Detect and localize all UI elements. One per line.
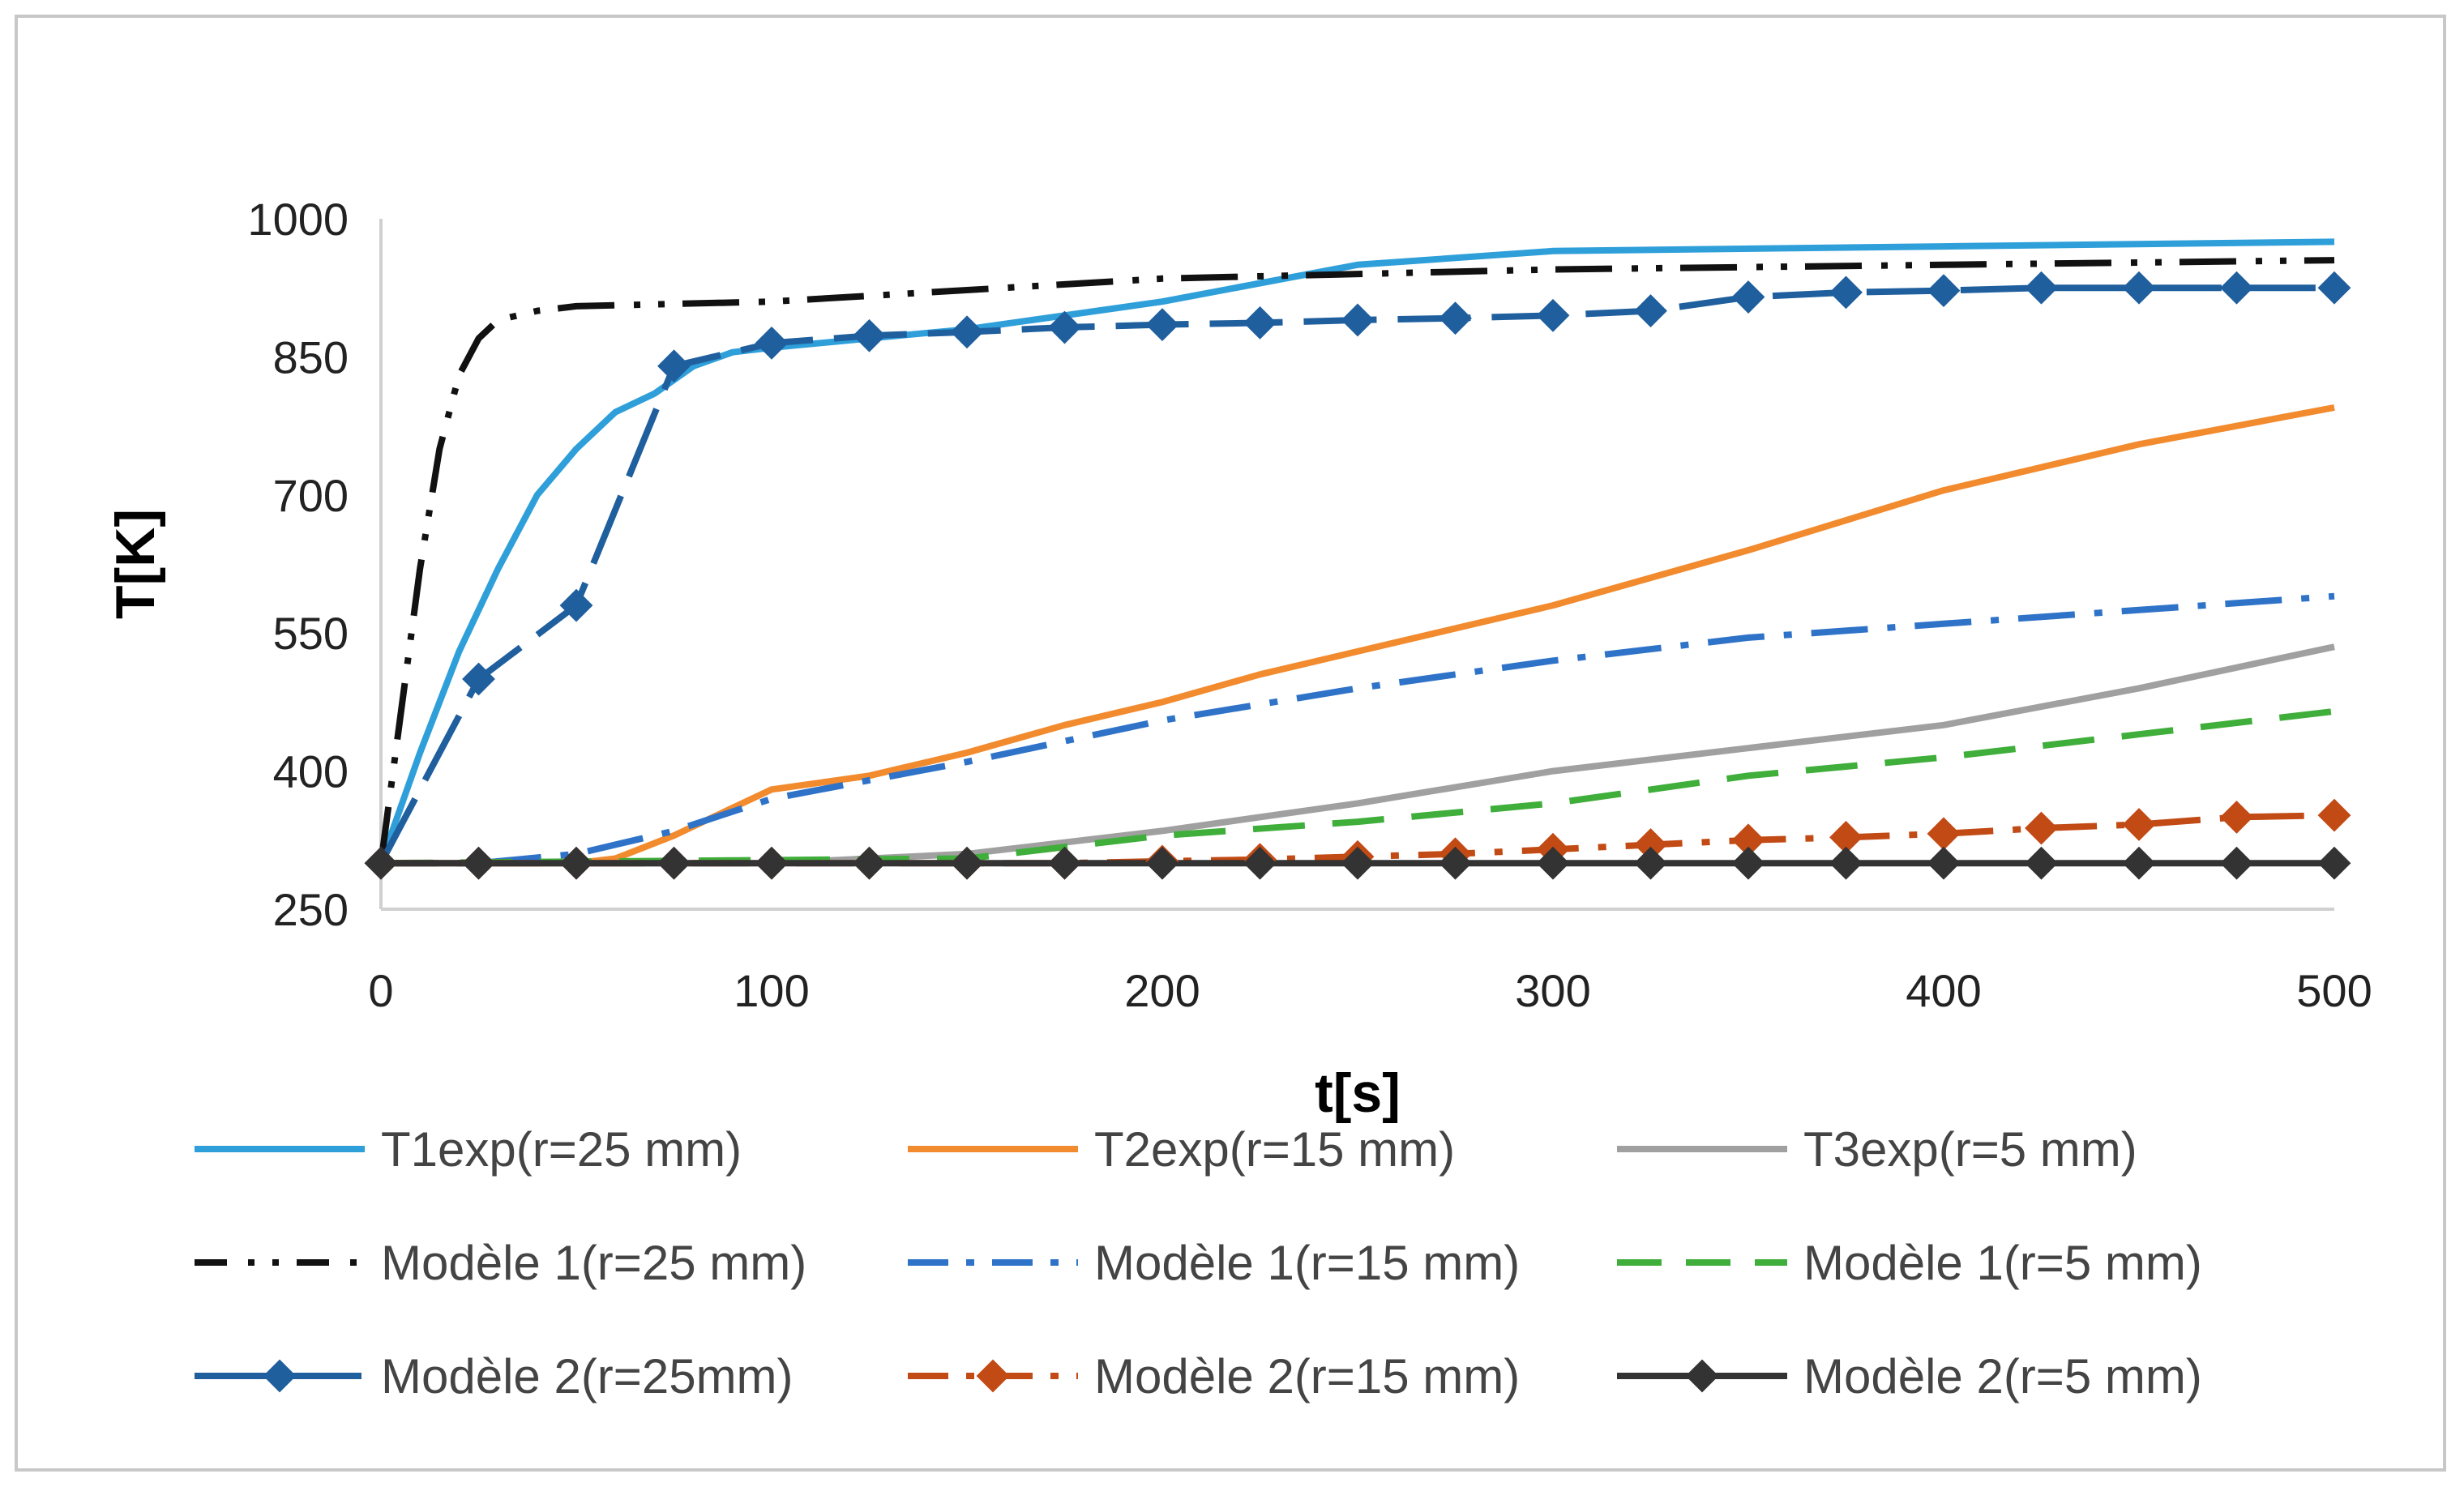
series-line	[380, 707, 2335, 867]
data-point	[2122, 808, 2156, 841]
data-point	[1048, 310, 1081, 344]
data-point	[2317, 798, 2351, 832]
legend-marker	[1685, 1359, 1719, 1393]
x-axis-title: t[s]	[1315, 1062, 1401, 1124]
legend-label: T1exp(r=25 mm)	[381, 1122, 742, 1177]
data-point	[2220, 846, 2253, 880]
data-point	[462, 846, 495, 880]
data-point	[755, 326, 789, 360]
data-point	[559, 588, 593, 622]
legend-label: Modèle 1(r=5 mm)	[1803, 1236, 2202, 1290]
y-tick-label: 850	[273, 331, 349, 382]
y-axis-title: T[K]	[105, 509, 166, 619]
x-tick-label: 200	[1124, 965, 1200, 1016]
x-tick-label: 500	[2296, 965, 2372, 1016]
data-point	[2317, 271, 2351, 305]
legend-item: Modèle 2(r=5 mm)	[1617, 1349, 2202, 1403]
series-markers	[364, 271, 2351, 880]
data-point	[1731, 280, 1765, 314]
data-point	[853, 846, 886, 880]
data-point	[2317, 846, 2351, 880]
legend-item: Modèle 1(r=25 mm)	[195, 1236, 806, 1290]
data-point	[2025, 271, 2058, 305]
data-point	[1927, 274, 1961, 308]
data-point	[2025, 811, 2058, 845]
data-point	[1927, 817, 1961, 851]
data-point	[2122, 271, 2156, 305]
data-point	[1341, 303, 1375, 337]
data-point	[1829, 276, 1863, 310]
data-point	[1634, 846, 1667, 880]
legend-label: T2exp(r=15 mm)	[1094, 1122, 1455, 1177]
series-line	[378, 238, 2335, 865]
y-tick-label: 400	[273, 746, 349, 797]
legend-item: Modèle 1(r=5 mm)	[1617, 1236, 2202, 1290]
x-tick-label: 0	[368, 965, 393, 1016]
x-tick-label: 300	[1515, 965, 1590, 1016]
data-point	[755, 846, 789, 880]
series-line	[381, 404, 2335, 867]
data-point	[559, 846, 593, 880]
legend-label: Modèle 1(r=15 mm)	[1094, 1236, 1520, 1290]
data-point	[1536, 846, 1570, 880]
x-tick-label: 100	[734, 965, 809, 1016]
legend-label: Modèle 1(r=25 mm)	[381, 1236, 806, 1290]
data-point	[657, 349, 691, 383]
series-line	[381, 592, 2335, 867]
legend-marker	[976, 1359, 1010, 1393]
legend-item: Modèle 1(r=15 mm)	[908, 1236, 1520, 1290]
legend-label: Modèle 2(r=25mm)	[381, 1349, 794, 1403]
legend-item: Modèle 2(r=15 mm)	[908, 1349, 1520, 1403]
data-point	[1243, 846, 1277, 880]
legend-item: T3exp(r=5 mm)	[1617, 1122, 2137, 1177]
data-point	[2220, 800, 2253, 834]
data-point	[1829, 846, 1863, 880]
legend-label: Modèle 2(r=5 mm)	[1803, 1349, 2202, 1403]
legend-label: Modèle 2(r=15 mm)	[1094, 1349, 1520, 1403]
x-tick-label: 400	[1906, 965, 1981, 1016]
data-point	[2122, 846, 2156, 880]
tick-labels: 250 400 550 700 850 1000 0 100 200 300 400 500	[247, 194, 2372, 1016]
y-tick-label: 250	[273, 884, 349, 935]
data-point	[1048, 846, 1081, 880]
data-point	[1536, 298, 1570, 332]
data-point	[657, 846, 691, 880]
data-point	[1145, 846, 1179, 880]
data-point	[2220, 271, 2253, 305]
data-point	[853, 318, 886, 352]
legend-item: T2exp(r=15 mm)	[908, 1122, 1455, 1177]
legend: T1exp(r=25 mm) T2exp(r=15 mm) T3exp(r=5 mm…	[195, 1122, 2202, 1403]
y-tick-label: 1000	[247, 194, 349, 245]
data-point	[1927, 846, 1961, 880]
data-point	[1731, 846, 1765, 880]
y-tick-label: 700	[273, 470, 349, 521]
data-point	[2025, 846, 2058, 880]
legend-marker	[263, 1359, 297, 1393]
data-point	[950, 315, 984, 349]
y-tick-label: 550	[273, 608, 349, 659]
data-point	[462, 662, 495, 696]
data-point	[1634, 294, 1667, 328]
data-point	[1341, 846, 1375, 880]
data-point	[1243, 305, 1277, 340]
chart-frame	[15, 15, 2446, 1472]
data-point	[1145, 308, 1179, 342]
data-point	[364, 846, 398, 880]
legend-item: Modèle 2(r=25mm)	[195, 1349, 794, 1403]
legend-item: T1exp(r=25 mm)	[195, 1122, 742, 1177]
data-point	[1439, 301, 1472, 335]
axes	[379, 219, 2334, 911]
legend-label: T3exp(r=5 mm)	[1803, 1122, 2137, 1177]
data-point	[1439, 846, 1472, 880]
data-point	[950, 846, 984, 880]
